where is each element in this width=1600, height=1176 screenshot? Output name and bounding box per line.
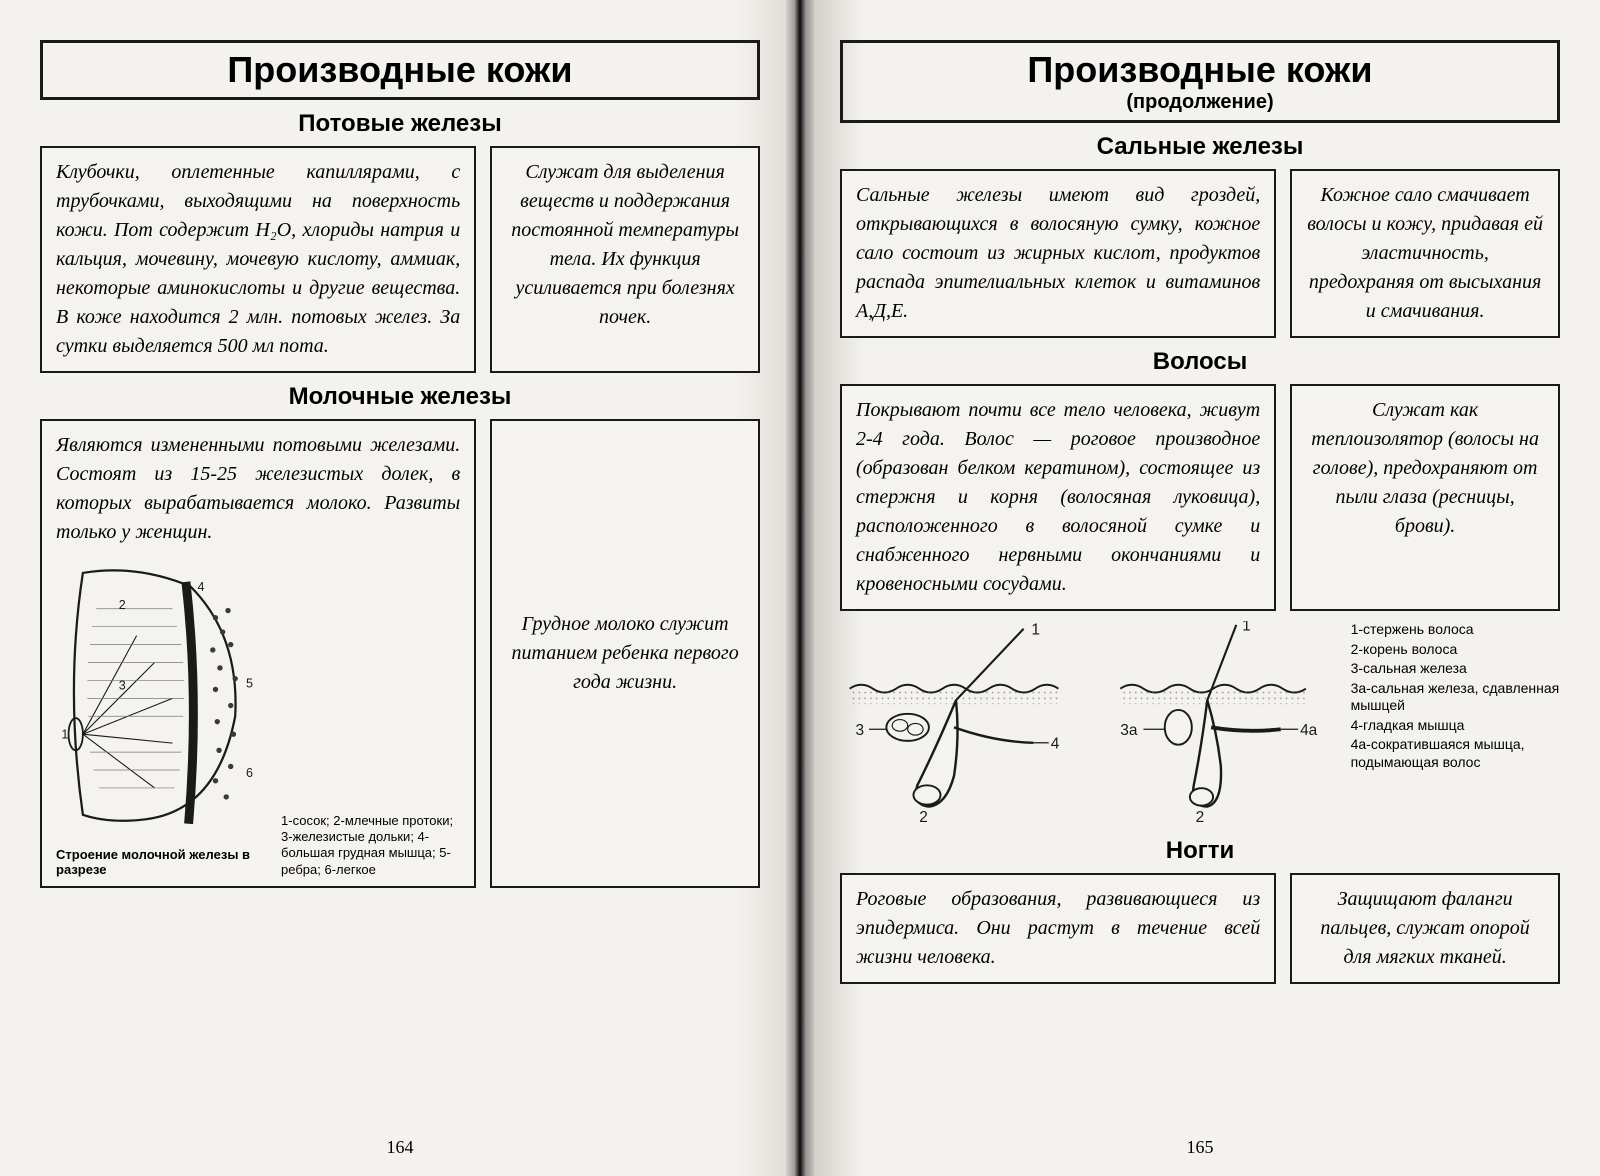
section-heading-sebaceous: Сальные железы <box>840 133 1560 161</box>
hair-row: Покрывают почти все тело человека, живут… <box>840 384 1560 611</box>
milk-main-text: Являются измененными потовыми железами. … <box>56 431 460 547</box>
svg-text:2: 2 <box>919 809 928 824</box>
svg-text:4: 4 <box>198 580 205 594</box>
svg-text:1: 1 <box>61 728 68 742</box>
svg-text:4: 4 <box>1051 736 1060 753</box>
hair-aside-box: Служат как теплоизолятор (волосы на голо… <box>1290 384 1560 611</box>
hair-legend-4: 4-гладкая мышца <box>1351 717 1560 735</box>
hair-legend: 1-стержень волоса 2-корень волоса 3-саль… <box>1351 621 1560 829</box>
title-box-right: Производные кожи (продолжение) <box>840 40 1560 123</box>
sebaceous-row: Сальные железы имеют вид гроздей, открыв… <box>840 169 1560 338</box>
section-heading-sweat: Потовые железы <box>40 110 760 138</box>
svg-text:5: 5 <box>246 677 253 691</box>
hair-svg: 1 2 3 4 <box>840 621 1343 824</box>
hair-legend-3a: 3а-сальная железа, сдавленная мышцей <box>1351 680 1560 715</box>
sweat-main-text: Клубочки, оплетенные капиллярами, с труб… <box>56 158 460 361</box>
milk-aside-box: Грудное молоко служит питанием ребенка п… <box>490 419 760 888</box>
nails-main-box: Роговые образования, развивающиеся из эп… <box>840 873 1276 984</box>
page-title-left: Производные кожи <box>53 49 747 91</box>
svg-text:1: 1 <box>1242 621 1251 635</box>
milk-row: Являются измененными потовыми железами. … <box>40 419 760 888</box>
hair-diagram: 1 2 3 4 <box>840 621 1560 829</box>
svg-text:4а: 4а <box>1300 722 1318 739</box>
page-right: Производные кожи (продолжение) Сальные ж… <box>800 0 1600 1176</box>
svg-text:6: 6 <box>246 766 253 780</box>
nails-aside-box: Защищают фаланги пальцев, служат опорой … <box>1290 873 1560 984</box>
sebaceous-main-text: Сальные железы имеют вид гроздей, открыв… <box>856 181 1260 326</box>
milk-aside-text: Грудное молоко служит питанием ребенка п… <box>506 610 744 697</box>
nails-row: Роговые образования, развивающиеся из эп… <box>840 873 1560 984</box>
book-spine <box>786 0 814 1176</box>
svg-text:1: 1 <box>1031 622 1040 639</box>
mammary-svg: 1 2 3 4 5 6 <box>56 555 271 842</box>
sebaceous-aside-box: Кожное сало смачивает волосы и кожу, при… <box>1290 169 1560 338</box>
svg-text:2: 2 <box>119 598 126 612</box>
page-left: Производные кожи Потовые железы Клубочки… <box>0 0 800 1176</box>
nails-main-text: Роговые образования, развивающиеся из эп… <box>856 885 1260 972</box>
hair-main-text: Покрывают почти все тело человека, живут… <box>856 396 1260 599</box>
milk-main-box: Являются измененными потовыми железами. … <box>40 419 476 888</box>
svg-text:2: 2 <box>1196 809 1205 824</box>
svg-text:3: 3 <box>119 678 126 692</box>
svg-text:3а: 3а <box>1120 722 1138 739</box>
section-heading-hair: Волосы <box>840 348 1560 376</box>
sweat-aside-box: Служат для выделения веществ и поддержан… <box>490 146 760 373</box>
section-heading-nails: Ногти <box>840 837 1560 865</box>
hair-aside-text: Служат как теплоизолятор (волосы на голо… <box>1306 396 1544 541</box>
page-number-right: 165 <box>800 1137 1600 1158</box>
mammary-diagram: 1 2 3 4 5 6 Строение молочной железы в р… <box>56 555 460 878</box>
svg-text:3: 3 <box>855 722 864 739</box>
sweat-aside-text: Служат для выделения веществ и поддержан… <box>506 158 744 332</box>
page-title-right: Производные кожи <box>853 49 1547 91</box>
sebaceous-main-box: Сальные железы имеют вид гроздей, открыв… <box>840 169 1276 338</box>
mammary-caption: Строение молочной железы в разрезе <box>56 847 271 878</box>
sweat-main-box: Клубочки, оплетенные капиллярами, с труб… <box>40 146 476 373</box>
title-box-left: Производные кожи <box>40 40 760 100</box>
section-heading-milk: Молочные железы <box>40 383 760 411</box>
page-subtitle-right: (продолжение) <box>853 91 1547 114</box>
hair-legend-2: 2-корень волоса <box>1351 641 1560 659</box>
hair-legend-1: 1-стержень волоса <box>1351 621 1560 639</box>
page-number-left: 164 <box>0 1137 800 1158</box>
hair-main-box: Покрывают почти все тело человека, живут… <box>840 384 1276 611</box>
sweat-row: Клубочки, оплетенные капиллярами, с труб… <box>40 146 760 373</box>
sebaceous-aside-text: Кожное сало смачивает волосы и кожу, при… <box>1306 181 1544 326</box>
mammary-legend: 1-сосок; 2-млечные протоки; 3-железистые… <box>281 813 460 878</box>
hair-legend-3: 3-сальная железа <box>1351 660 1560 678</box>
nails-aside-text: Защищают фаланги пальцев, служат опорой … <box>1306 885 1544 972</box>
hair-legend-4a: 4а-сократившаяся мышца, подымающая волос <box>1351 736 1560 771</box>
